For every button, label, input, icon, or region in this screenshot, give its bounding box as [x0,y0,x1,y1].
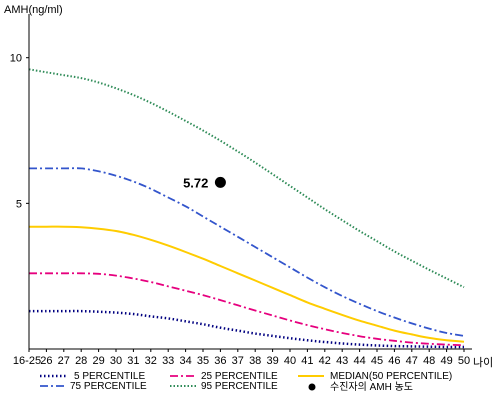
x-tick-label: 30 [110,355,122,367]
x-tick-label: 41 [301,355,313,367]
x-tick-label: 16-25 [13,355,41,367]
x-axis-title: 나이 [473,356,493,369]
series-line-median-50-percentile [29,225,465,343]
x-tick-label: 48 [423,355,435,367]
x-tick-label: 33 [162,355,174,367]
x-tick-label: 43 [336,355,348,367]
x-tick-label: 50 [458,355,470,367]
x-tick-label: 27 [58,355,70,367]
series-line-5-percentile [29,309,464,349]
legend-label: MEDIAN(50 PERCENTILE) [330,371,452,382]
x-axis: 나이 16-25 26 27 28 29 30 31 32 33 34 35 36 37 38 39 40 41… [13,348,493,369]
legend-label-patient: 수진자의 AMH 농도 [330,381,413,393]
series-line-25-percentile [28,272,465,347]
y-tick-label: 10 [10,53,22,65]
x-tick-label: 35 [197,355,209,367]
annotation-layer: 5.72 [183,175,226,190]
legend-label: 75 PERCENTILE [70,381,147,392]
x-tick-label: 38 [249,355,261,367]
y-tick-label: 5 [16,198,22,210]
x-tick-label: 47 [406,355,418,367]
x-tick-label: 42 [319,355,331,367]
x-tick-label: 28 [75,355,87,367]
x-tick-label: 32 [145,355,157,367]
x-tick-label: 49 [440,355,452,367]
legend: 5 PERCENTILE 25 PERCENTILE MEDIAN(50 PERCE… [40,371,452,393]
x-tick-label: 40 [284,355,296,367]
x-tick-label: 26 [40,355,52,367]
x-tick-label: 44 [353,355,365,367]
legend-marker-patient [308,383,316,391]
x-tick-label: 45 [371,355,383,367]
patient-amh-point [214,176,226,188]
legend-label: 25 PERCENTILE [201,371,278,382]
x-tick-label: 34 [179,355,191,367]
x-tick-label: 36 [214,355,226,367]
y-axis-title: AMH(ng/ml) [4,4,63,16]
x-tick-label: 46 [388,355,400,367]
x-tick-label: 37 [232,355,244,367]
series-line-95-percentile [28,68,465,289]
series-layer [28,68,465,349]
series-line-75-percentile [28,167,465,337]
legend-label: 95 PERCENTILE [201,381,278,392]
x-tick-label: 39 [266,355,278,367]
legend-label: 5 PERCENTILE [74,371,145,382]
x-tick-label: 31 [127,355,139,367]
patient-amh-value-label: 5.72 [183,175,208,190]
y-axis: AMH(ng/ml) 5 10 [4,4,63,349]
x-tick-label: 29 [92,355,104,367]
